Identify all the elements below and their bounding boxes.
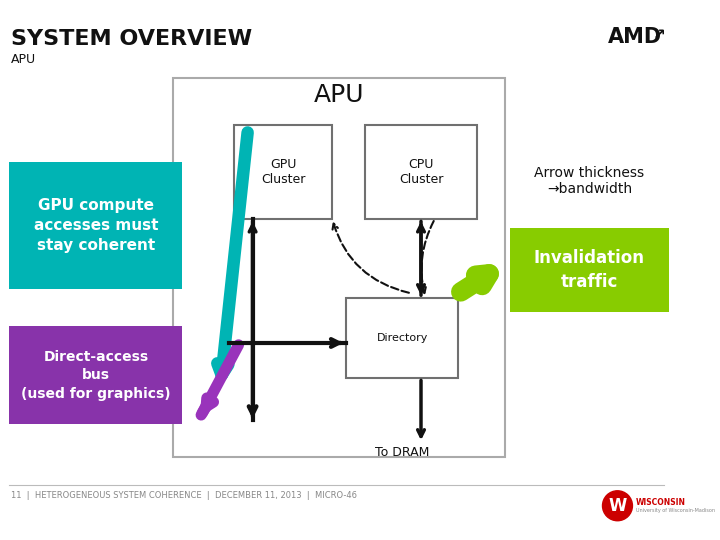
Bar <box>234 125 332 219</box>
Bar <box>346 298 459 377</box>
Text: ↗: ↗ <box>653 27 666 42</box>
Text: APU: APU <box>314 83 364 107</box>
Bar <box>365 125 477 219</box>
Text: SYSTEM OVERVIEW: SYSTEM OVERVIEW <box>12 29 252 49</box>
Text: GPU compute
accesses must
stay coherent: GPU compute accesses must stay coherent <box>34 198 158 253</box>
Text: Arrow thickness
→bandwidth: Arrow thickness →bandwidth <box>534 166 644 196</box>
Bar <box>173 78 505 457</box>
Text: APU: APU <box>12 53 36 66</box>
Bar <box>9 326 182 424</box>
Bar <box>510 228 669 312</box>
Circle shape <box>603 491 632 521</box>
Text: Directory: Directory <box>377 333 428 343</box>
Text: GPU
Cluster: GPU Cluster <box>261 158 305 186</box>
Text: Invalidation
traffic: Invalidation traffic <box>534 249 645 291</box>
Text: WISCONSIN: WISCONSIN <box>636 497 686 507</box>
Text: 11  |  HETEROGENEOUS SYSTEM COHERENCE  |  DECEMBER 11, 2013  |  MICRO-46: 11 | HETEROGENEOUS SYSTEM COHERENCE | DE… <box>12 491 357 500</box>
Text: CPU
Cluster: CPU Cluster <box>399 158 444 186</box>
Text: W: W <box>608 497 626 515</box>
Bar <box>510 144 669 219</box>
Text: University of Wisconsin-Madison: University of Wisconsin-Madison <box>636 508 715 513</box>
Text: Direct-access
bus
(used for graphics): Direct-access bus (used for graphics) <box>21 350 171 401</box>
Text: To DRAM: To DRAM <box>375 446 429 459</box>
Text: AMD: AMD <box>608 27 662 47</box>
Bar <box>9 163 182 289</box>
